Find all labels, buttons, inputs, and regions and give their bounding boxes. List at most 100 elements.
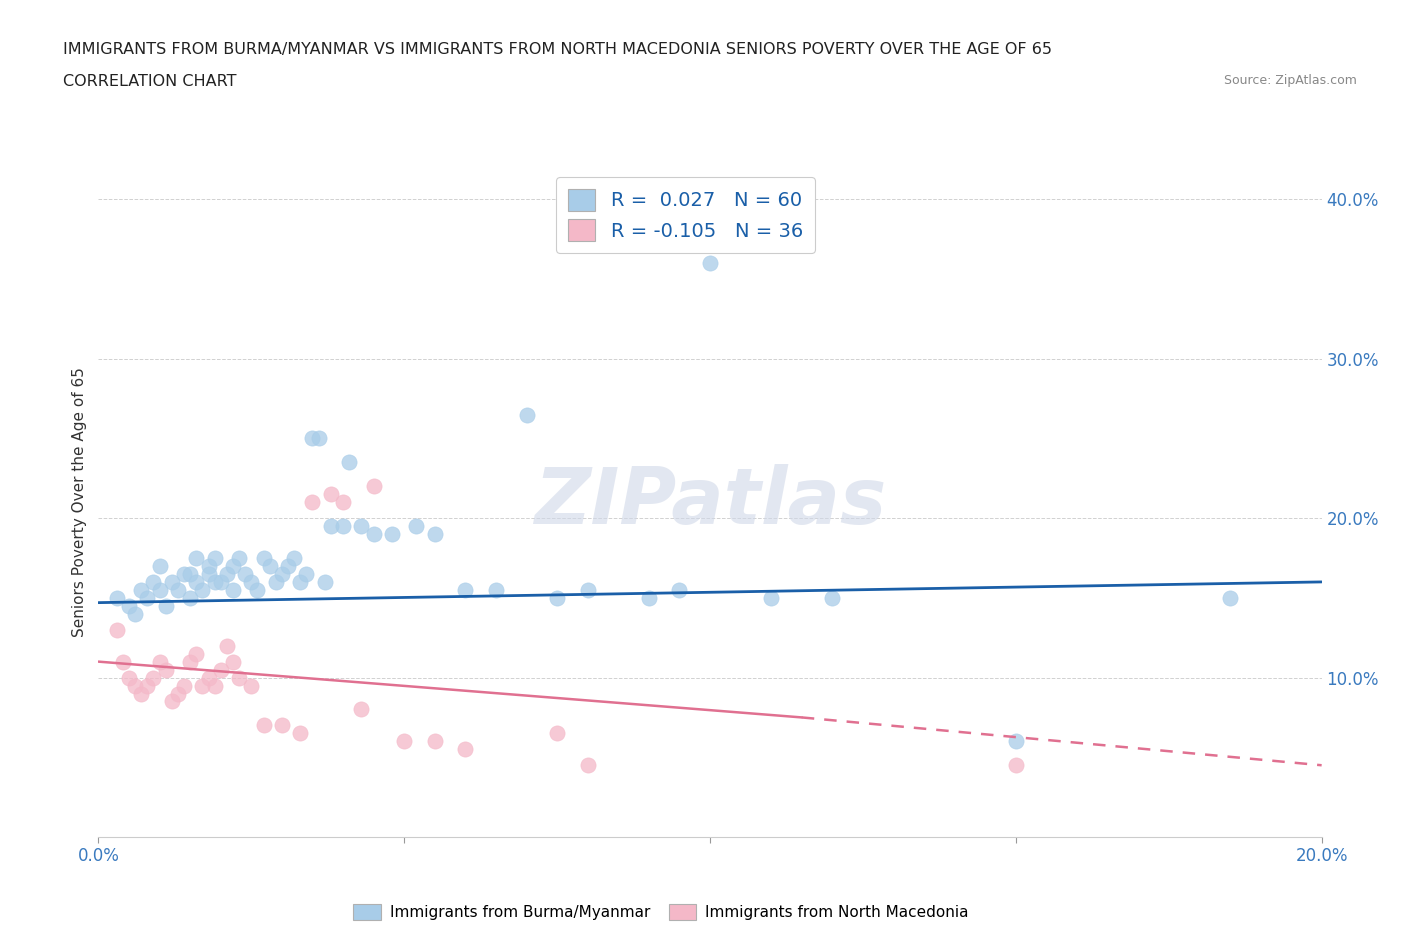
Point (252, 551, 274, 565)
Point (363, 526, 385, 541)
Point (319, 519, 342, 534)
Point (454, 582, 477, 597)
Point (105, 622, 128, 637)
Point (167, 686, 190, 701)
Point (118, 598, 141, 613)
Point (155, 662, 177, 677)
Point (246, 582, 269, 597)
Point (576, 758, 599, 773)
Point (240, 575, 263, 590)
Point (186, 646, 208, 661)
Point (186, 551, 208, 565)
Point (233, 566, 256, 581)
Point (228, 551, 250, 565)
Point (204, 575, 226, 590)
Point (179, 591, 201, 605)
Point (546, 726, 568, 741)
Point (759, 591, 782, 605)
Point (167, 582, 190, 597)
Point (405, 519, 427, 534)
Y-axis label: Seniors Poverty Over the Age of 65: Seniors Poverty Over the Age of 65 (72, 367, 87, 637)
Point (149, 654, 172, 669)
Point (124, 678, 146, 693)
Point (179, 654, 201, 669)
Point (1219, 591, 1241, 605)
Point (252, 718, 274, 733)
Point (197, 566, 219, 581)
Legend: Immigrants from Burma/Myanmar, Immigrants from North Macedonia: Immigrants from Burma/Myanmar, Immigrant… (347, 898, 974, 926)
Point (350, 519, 373, 534)
Point (228, 671, 250, 685)
Point (118, 671, 141, 685)
Point (454, 742, 477, 757)
Point (197, 671, 219, 685)
Point (111, 654, 134, 669)
Point (270, 566, 292, 581)
Point (191, 678, 214, 693)
Point (283, 551, 305, 565)
Point (142, 575, 165, 590)
Point (319, 486, 342, 501)
Point (1004, 758, 1026, 773)
Point (546, 591, 568, 605)
Point (699, 256, 721, 271)
Point (301, 495, 323, 510)
Point (197, 559, 219, 574)
Point (191, 582, 214, 597)
Point (124, 606, 146, 621)
Point (215, 638, 238, 653)
Point (149, 559, 172, 574)
Point (308, 431, 330, 445)
Point (149, 582, 172, 597)
Text: IMMIGRANTS FROM BURMA/MYANMAR VS IMMIGRANTS FROM NORTH MACEDONIA SENIORS POVERTY: IMMIGRANTS FROM BURMA/MYANMAR VS IMMIGRA… (63, 42, 1052, 57)
Point (222, 654, 245, 669)
Point (209, 662, 232, 677)
Point (290, 575, 312, 590)
Point (637, 591, 661, 605)
Point (204, 551, 226, 565)
Point (314, 575, 336, 590)
Point (173, 678, 195, 693)
Point (222, 559, 245, 574)
Point (129, 582, 152, 597)
Point (337, 455, 360, 470)
Point (209, 575, 232, 590)
Point (186, 575, 208, 590)
Point (332, 519, 354, 534)
Point (259, 559, 281, 574)
Point (136, 678, 159, 693)
Point (290, 726, 312, 741)
Point (392, 734, 416, 749)
Point (821, 591, 844, 605)
Point (423, 734, 446, 749)
Point (270, 718, 292, 733)
Point (423, 526, 446, 541)
Point (277, 559, 299, 574)
Point (332, 495, 354, 510)
Point (160, 575, 183, 590)
Point (222, 582, 245, 597)
Point (160, 694, 183, 709)
Point (381, 526, 404, 541)
Point (240, 678, 263, 693)
Point (136, 591, 159, 605)
Point (173, 566, 195, 581)
Point (301, 431, 323, 445)
Point (668, 582, 690, 597)
Point (215, 566, 238, 581)
Point (295, 566, 318, 581)
Point (516, 407, 538, 422)
Point (204, 678, 226, 693)
Text: Source: ZipAtlas.com: Source: ZipAtlas.com (1223, 74, 1357, 87)
Point (129, 686, 152, 701)
Point (179, 566, 201, 581)
Text: CORRELATION CHART: CORRELATION CHART (63, 74, 236, 89)
Text: ZIPatlas: ZIPatlas (534, 464, 886, 540)
Point (142, 671, 165, 685)
Point (155, 598, 177, 613)
Point (1004, 734, 1026, 749)
Point (576, 582, 599, 597)
Point (363, 479, 385, 494)
Point (350, 702, 373, 717)
Point (485, 582, 508, 597)
